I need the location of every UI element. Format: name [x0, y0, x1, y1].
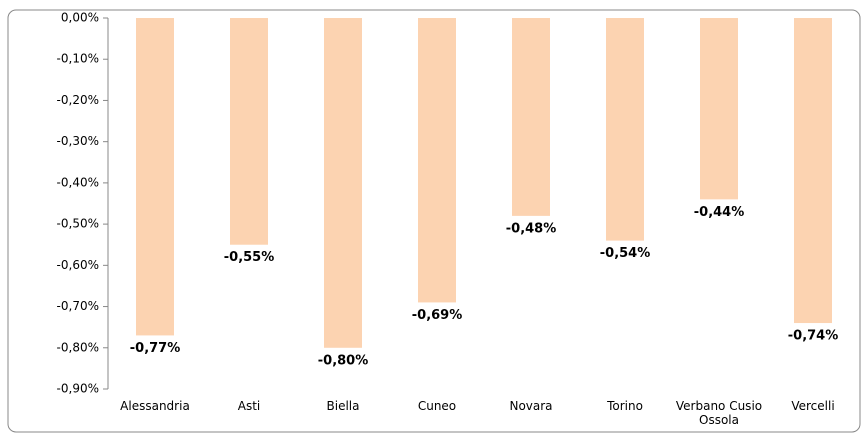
value-label: -0,55% — [224, 250, 275, 265]
x-tick-label: Cuneo — [417, 399, 457, 413]
x-tick-label: Novara — [509, 399, 553, 413]
x-tick-label: Biella — [326, 399, 360, 413]
value-label: -0,48% — [506, 221, 557, 236]
y-tick-label: -0,90% — [57, 382, 99, 396]
y-tick-label: 0,00% — [61, 11, 99, 25]
bar — [324, 18, 362, 348]
value-label: -0,77% — [130, 341, 181, 356]
x-tick-label: Asti — [237, 399, 261, 413]
bar — [606, 18, 644, 241]
x-tick-label: Alessandria — [120, 399, 190, 413]
y-tick-label: -0,70% — [57, 299, 99, 313]
value-label: -0,54% — [600, 246, 651, 261]
value-label: -0,80% — [318, 353, 369, 368]
y-tick-label: -0,40% — [57, 175, 99, 189]
y-tick-label: -0,20% — [57, 93, 99, 107]
y-tick-label: -0,10% — [57, 52, 99, 66]
bar — [794, 18, 832, 324]
y-tick-label: -0,50% — [57, 217, 99, 231]
value-label: -0,74% — [788, 329, 839, 344]
value-label: -0,44% — [694, 205, 745, 220]
y-tick-label: -0,80% — [57, 340, 99, 354]
bar — [700, 18, 738, 200]
y-tick-label: -0,30% — [57, 134, 99, 148]
x-tick-label: Verbano Cusio Ossola — [675, 399, 763, 427]
bar — [136, 18, 174, 336]
y-tick-label: -0,60% — [57, 258, 99, 272]
bar — [230, 18, 268, 245]
bar — [418, 18, 456, 303]
x-tick-label: Vercelli — [791, 399, 835, 413]
chart-border — [7, 9, 861, 433]
x-tick-label: Torino — [607, 399, 643, 413]
value-label: -0,69% — [412, 308, 463, 323]
bar — [512, 18, 550, 216]
